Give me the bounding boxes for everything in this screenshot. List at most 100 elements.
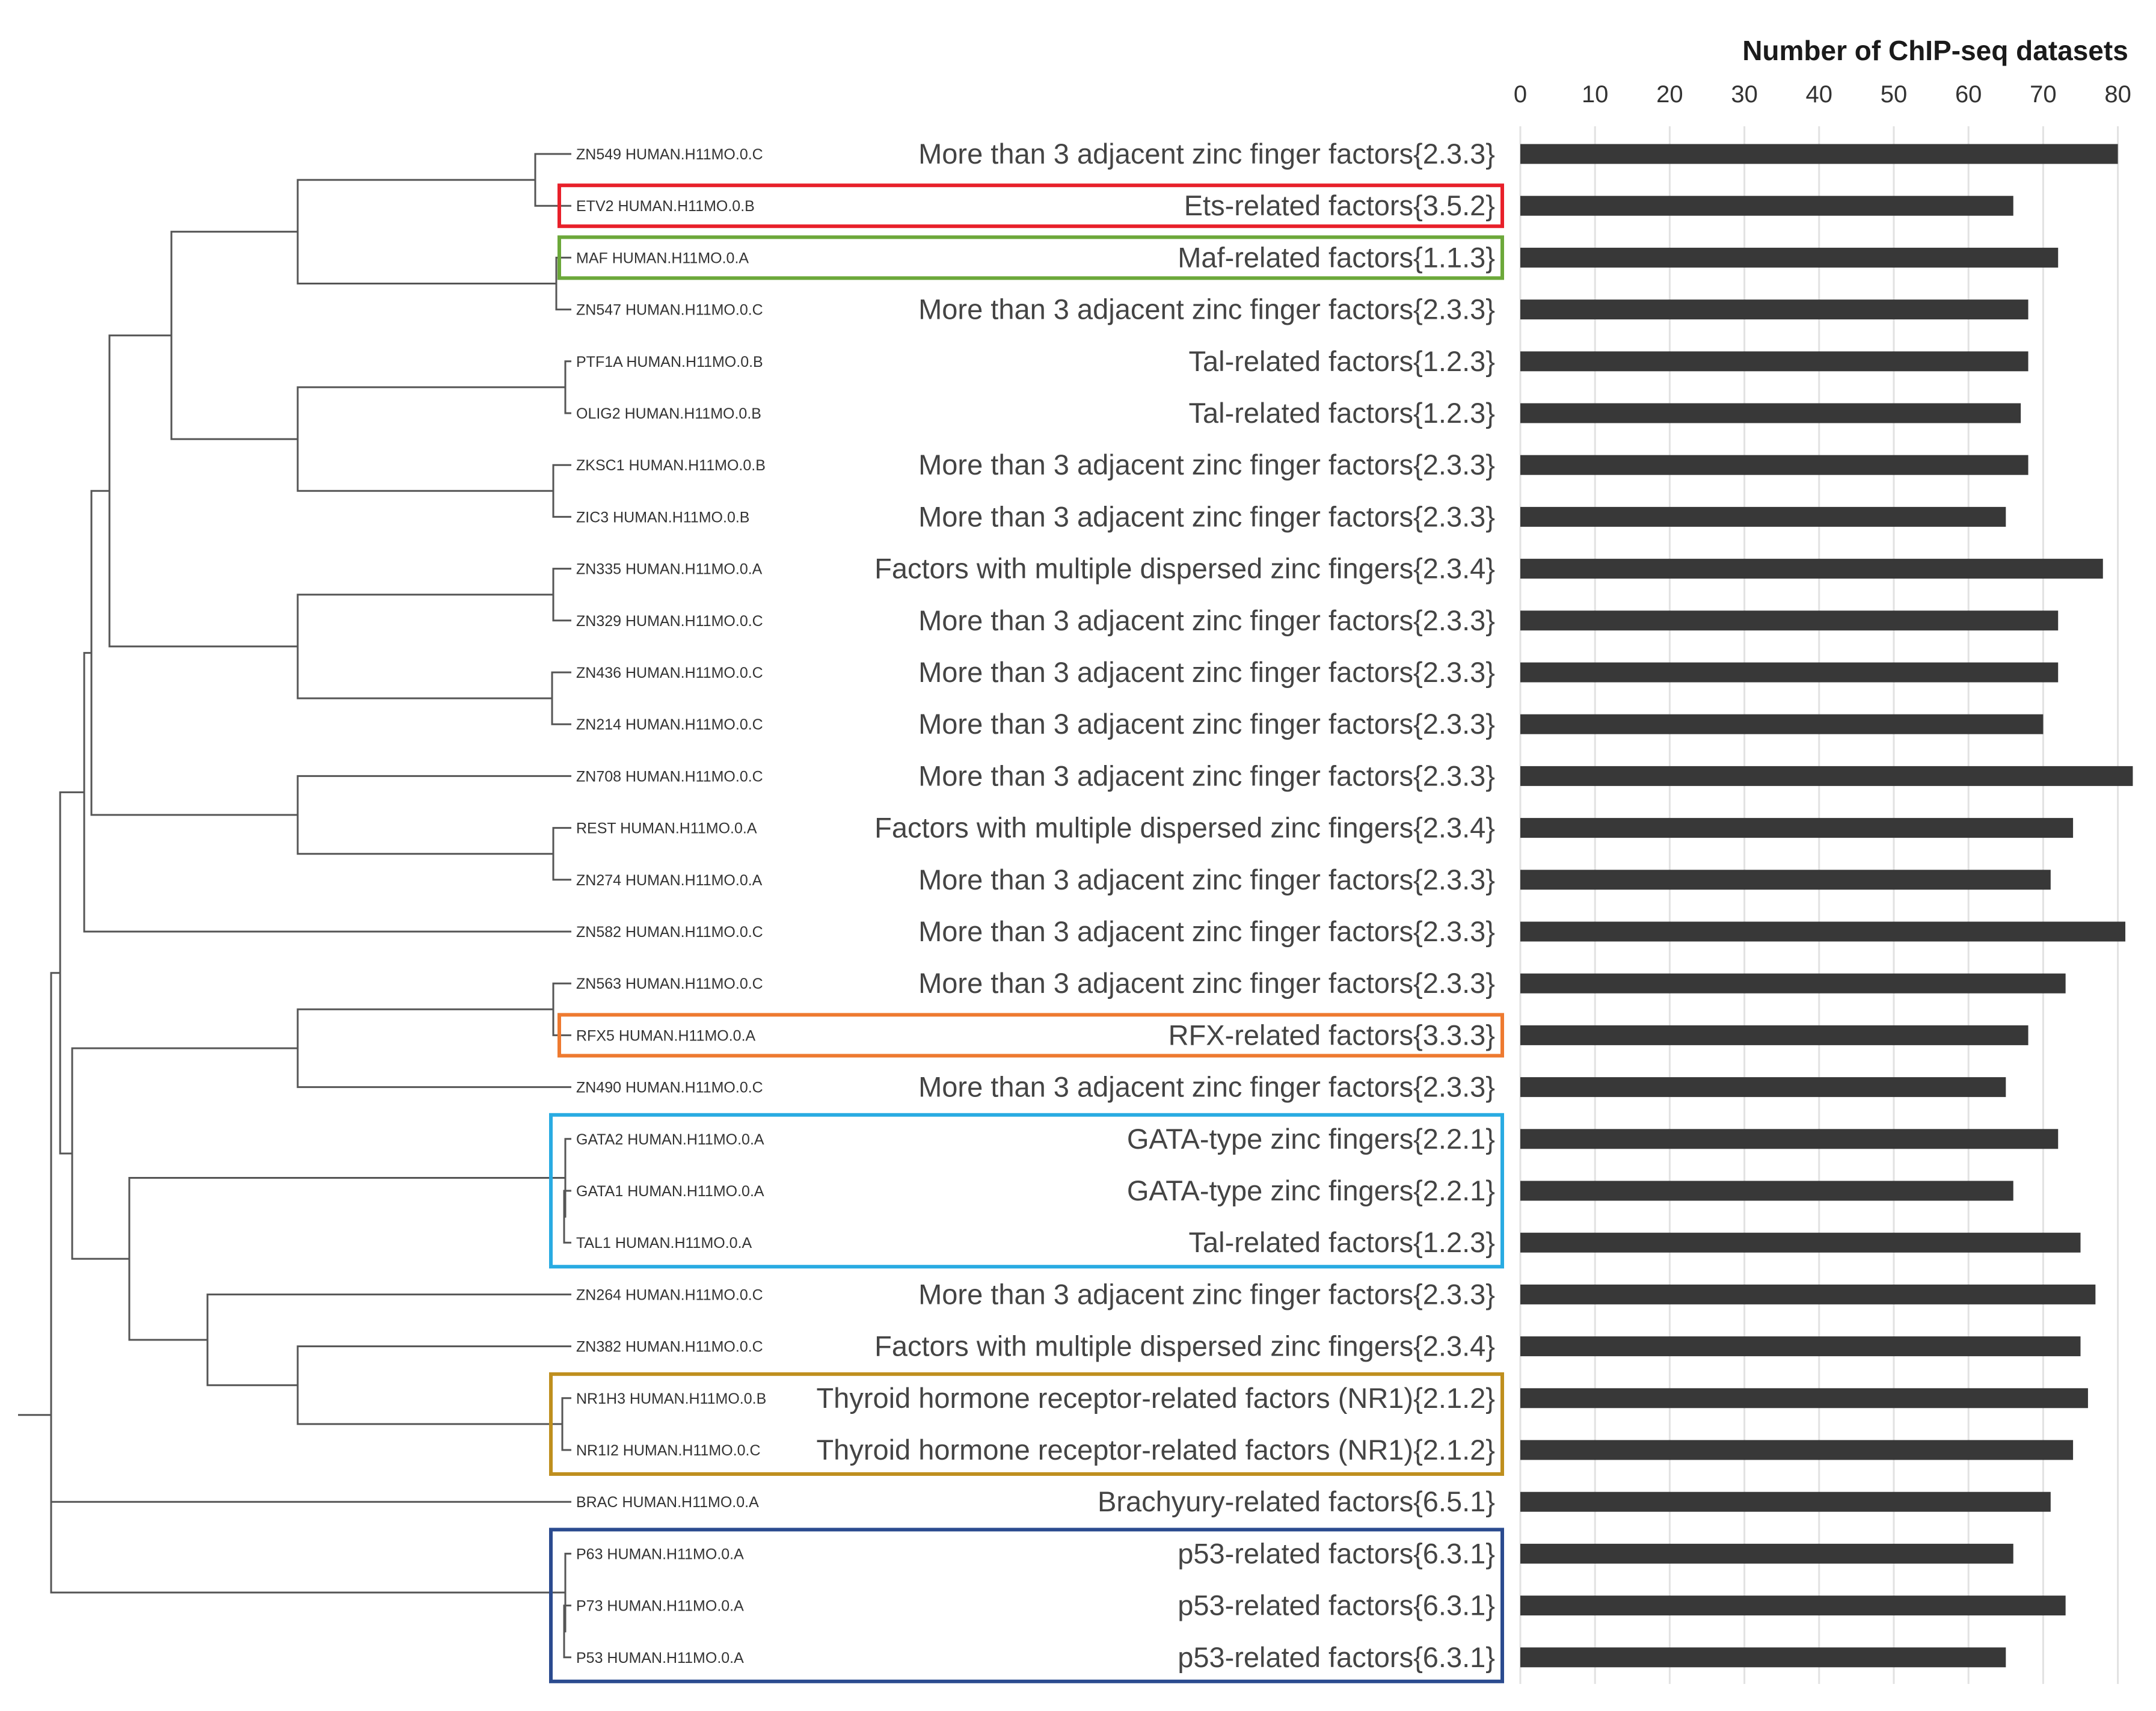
family-labels: More than 3 adjacent zinc finger factors…	[816, 138, 1495, 1673]
motif-label: OLIG2 HUMAN.H11MO.0.B	[576, 405, 761, 422]
bar	[1520, 1336, 2081, 1357]
family-label: RFX-related factors{3.3.3}	[1169, 1019, 1495, 1051]
bar	[1520, 1388, 2088, 1408]
bar	[1520, 714, 2044, 734]
motif-label: ZN547 HUMAN.H11MO.0.C	[576, 302, 763, 319]
family-label: More than 3 adjacent zinc finger factors…	[918, 1071, 1495, 1103]
motif-label: REST HUMAN.H11MO.0.A	[576, 820, 757, 837]
bar	[1520, 1596, 2066, 1616]
tree-branch	[170, 230, 298, 440]
motif-label: ZN329 HUMAN.H11MO.0.C	[576, 613, 763, 630]
bar	[1520, 1232, 2081, 1253]
motif-label: ZN708 HUMAN.H11MO.0.C	[576, 768, 763, 785]
grid-lines	[1519, 126, 2119, 1684]
motif-label: ZN264 HUMAN.H11MO.0.C	[576, 1286, 763, 1303]
bar	[1520, 1543, 2013, 1564]
family-label: More than 3 adjacent zinc finger factors…	[918, 760, 1495, 791]
family-label: Factors with multiple dispersed zinc fin…	[874, 812, 1495, 844]
bar	[1520, 870, 2051, 890]
bar	[1520, 195, 2013, 216]
bar	[1520, 559, 2103, 579]
motif-label: ZIC3 HUMAN.H11MO.0.B	[576, 509, 749, 526]
highlight-box	[557, 235, 1504, 280]
family-label: More than 3 adjacent zinc finger factors…	[918, 656, 1495, 688]
family-label: More than 3 adjacent zinc finger factors…	[918, 967, 1495, 999]
family-label: Tal-related factors{1.2.3}	[1189, 345, 1495, 377]
bar	[1520, 1181, 2013, 1201]
chart-title: Number of ChIP-seq datasets	[1742, 35, 2128, 66]
bar	[1520, 921, 2126, 942]
motif-label: ZN582 HUMAN.H11MO.0.C	[576, 924, 763, 941]
family-label: More than 3 adjacent zinc finger factors…	[918, 864, 1495, 895]
motif-label: P53 HUMAN.H11MO.0.A	[576, 1650, 744, 1666]
tree-branch	[296, 179, 556, 284]
motif-label: ZN563 HUMAN.H11MO.0.C	[576, 975, 763, 992]
tree-branch	[83, 652, 571, 933]
motif-label: BRAC HUMAN.H11MO.0.A	[576, 1494, 759, 1511]
highlight-box	[549, 1528, 1504, 1683]
bar	[1520, 610, 2059, 631]
tree-branch	[128, 1176, 565, 1341]
tree-branch	[71, 1047, 298, 1260]
x-tick-label: 40	[1806, 81, 1833, 108]
family-label: Ets-related factors{3.5.2}	[1184, 189, 1495, 221]
tree-branch	[552, 982, 571, 1036]
motif-label: ZN214 HUMAN.H11MO.0.C	[576, 716, 763, 733]
motif-label: ZN274 HUMAN.H11MO.0.A	[576, 872, 763, 889]
x-tick-label: 50	[1881, 81, 1908, 108]
bar	[1520, 144, 2118, 164]
tree-branch	[296, 1008, 571, 1089]
bar	[1520, 766, 2133, 786]
highlight-box	[549, 1113, 1504, 1269]
motif-label: P63 HUMAN.H11MO.0.A	[576, 1546, 744, 1562]
bar	[1520, 1284, 2096, 1304]
motif-label: TAL1 HUMAN.H11MO.0.A	[576, 1235, 752, 1252]
highlight-box	[549, 1372, 1504, 1476]
x-tick-label: 80	[2104, 81, 2131, 108]
family-label: Factors with multiple dispersed zinc fin…	[874, 1330, 1495, 1362]
tree-branch	[296, 775, 571, 855]
family-label: p53-related factors{6.3.1}	[1178, 1641, 1495, 1673]
family-label: More than 3 adjacent zinc finger factors…	[918, 604, 1495, 636]
family-label: More than 3 adjacent zinc finger factors…	[918, 293, 1495, 325]
motif-label: PTF1A HUMAN.H11MO.0.B	[576, 354, 763, 370]
motif-label: ZN549 HUMAN.H11MO.0.C	[576, 146, 763, 163]
bar	[1520, 1025, 2029, 1045]
x-tick-label: 70	[2030, 81, 2057, 108]
motif-label: ZKSC1 HUMAN.H11MO.0.B	[576, 457, 766, 474]
family-label: GATA-type zinc fingers{2.2.1}	[1127, 1175, 1495, 1206]
tree-branch	[296, 594, 553, 699]
bar	[1520, 1077, 2006, 1098]
family-label: p53-related factors{6.3.1}	[1178, 1537, 1495, 1569]
x-tick-label: 20	[1656, 81, 1683, 108]
motif-label: ZN490 HUMAN.H11MO.0.C	[576, 1080, 763, 1096]
tree-branch	[296, 1345, 571, 1425]
family-label: Brachyury-related factors{6.5.1}	[1098, 1485, 1495, 1517]
motif-label: GATA2 HUMAN.H11MO.0.A	[576, 1131, 764, 1148]
x-tick-label: 30	[1731, 81, 1758, 108]
motif-label: GATA1 HUMAN.H11MO.0.A	[576, 1183, 764, 1200]
tree-branch	[108, 334, 298, 648]
motif-labels: ZN549 HUMAN.H11MO.0.C ETV2 HUMAN.H11MO.0.…	[576, 146, 766, 1666]
tree-branch	[50, 972, 571, 1503]
bar	[1520, 403, 2021, 423]
family-label: More than 3 adjacent zinc finger factors…	[918, 500, 1495, 532]
tree-branch	[90, 490, 298, 816]
motif-label: RFX5 HUMAN.H11MO.0.A	[576, 1027, 756, 1044]
family-label: Factors with multiple dispersed zinc fin…	[874, 553, 1495, 585]
family-label: More than 3 adjacent zinc finger factors…	[918, 915, 1495, 947]
tree-branch	[561, 1397, 571, 1451]
tree-branch	[50, 1237, 565, 1594]
motif-label: NR1H3 HUMAN.H11MO.0.B	[576, 1390, 766, 1407]
highlight-boxes	[549, 183, 1504, 1683]
family-label: More than 3 adjacent zinc finger factors…	[918, 1278, 1495, 1310]
x-axis-ticks: 0 10 20 30 40 50 60 70 80	[1514, 81, 2131, 108]
family-label: More than 3 adjacent zinc finger factors…	[918, 449, 1495, 481]
family-label: Maf-related factors{1.1.3}	[1178, 241, 1495, 273]
x-tick-label: 10	[1582, 81, 1609, 108]
bar	[1520, 506, 2006, 527]
dendrogram	[18, 153, 571, 1659]
bar	[1520, 1491, 2051, 1512]
highlight-box	[557, 183, 1504, 229]
family-label: p53-related factors{6.3.1}	[1178, 1590, 1495, 1621]
